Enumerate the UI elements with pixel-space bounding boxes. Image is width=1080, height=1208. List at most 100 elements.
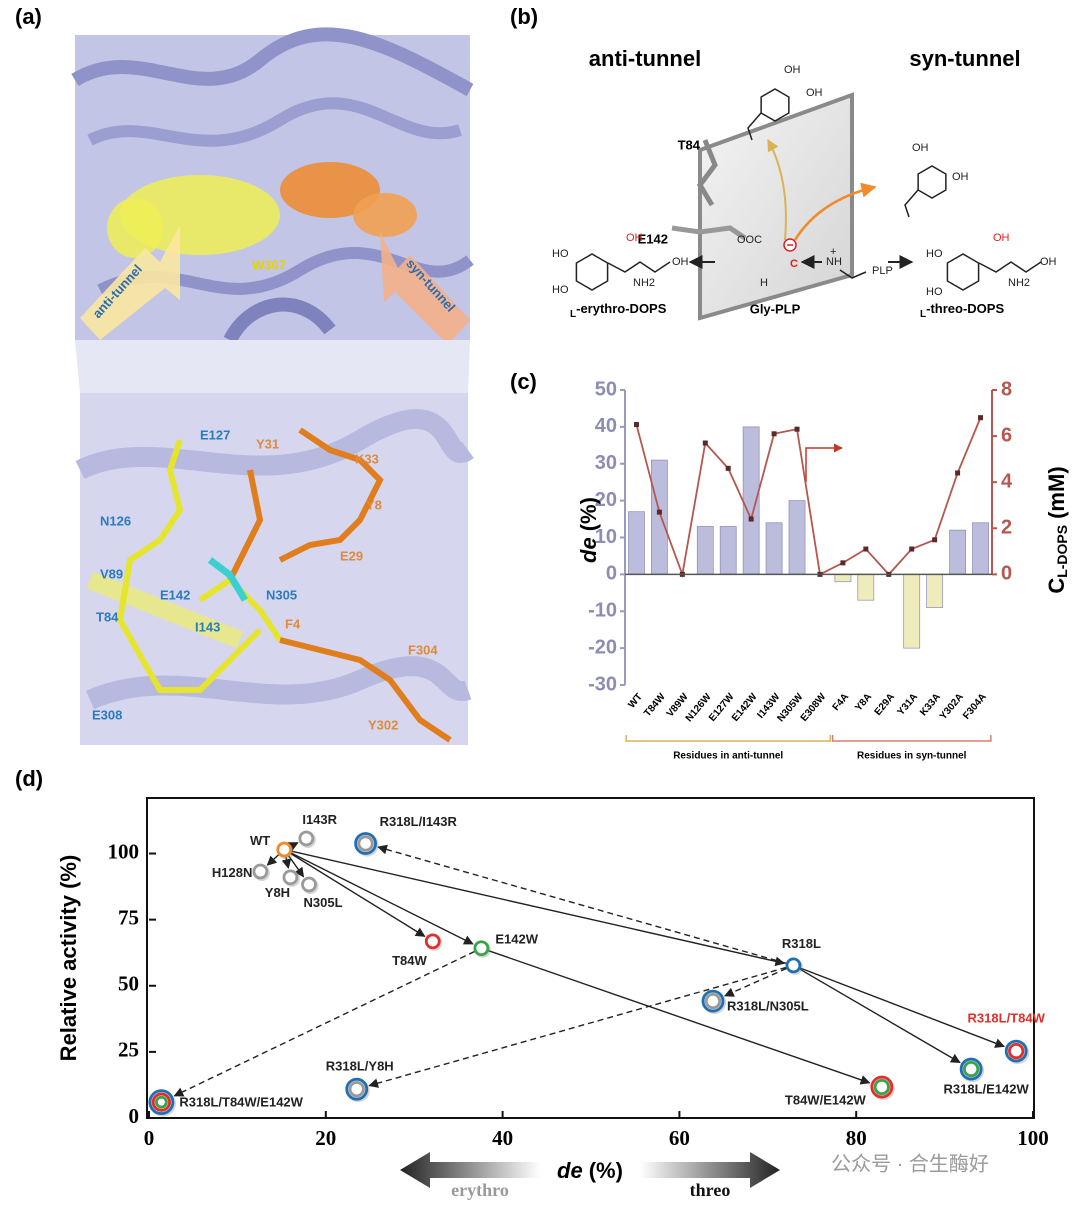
y-axis-unit: (%)	[576, 497, 601, 531]
residue-label: E127	[200, 427, 230, 442]
y-tick-label: 100	[108, 839, 140, 863]
arrow	[290, 852, 426, 937]
point	[959, 1057, 985, 1083]
point-label: R318L/Y8H	[326, 1059, 394, 1074]
residue-label: I143	[195, 619, 220, 634]
point-label: R318L/N305L	[727, 999, 809, 1014]
residue-label: T84	[678, 137, 701, 152]
atom-label: NH2	[1008, 277, 1030, 289]
atom-label: OH	[672, 256, 689, 268]
y-tick-label: -30	[588, 673, 617, 695]
bond	[904, 189, 919, 218]
bar	[788, 500, 806, 575]
ring	[1004, 1039, 1028, 1063]
ring	[345, 1077, 369, 1101]
point	[276, 841, 294, 860]
ring	[276, 841, 293, 858]
atom-label: OH	[912, 142, 929, 154]
y-tick-label: 10	[595, 526, 617, 548]
arrow	[799, 968, 961, 1064]
direction-label: threo	[690, 1180, 731, 1200]
direction-label: erythro	[451, 1180, 509, 1200]
atom-label: HO	[552, 248, 569, 260]
atom-label: OH	[993, 232, 1010, 244]
residue-label: E142	[160, 587, 190, 602]
point	[148, 1089, 176, 1117]
atom-label: HO	[926, 248, 943, 260]
ring	[701, 989, 725, 1013]
residue-label: W307	[252, 257, 286, 272]
y2-tick-label: 4	[1001, 470, 1013, 492]
panel-label: (d)	[15, 766, 43, 791]
x-tick-label: 20	[315, 1126, 336, 1150]
bar	[949, 529, 966, 575]
benzene-ring	[760, 88, 790, 122]
bar-line-chart: -30-20-100102030405002468WTT84WV89WN126W…	[576, 378, 1070, 761]
y-tick-label: 25	[118, 1038, 139, 1062]
y-tick-label: 50	[118, 972, 139, 996]
line-marker	[909, 546, 915, 552]
subscript: L	[920, 309, 926, 320]
x-axis-var: de	[557, 1158, 583, 1183]
arrow	[288, 855, 305, 878]
ring	[348, 1081, 365, 1098]
atom-label: HO	[552, 284, 569, 296]
ring	[354, 832, 377, 855]
point-label: Y8H	[265, 885, 290, 900]
ring	[301, 876, 317, 893]
residue-label: E308	[92, 707, 122, 722]
x-tick-label: E308W	[799, 691, 829, 724]
y-tick-label: 30	[595, 452, 617, 474]
atom-label: NH2	[633, 277, 655, 289]
atom-label: +	[830, 246, 836, 258]
arrow	[266, 854, 280, 866]
ring	[155, 1095, 168, 1109]
plot-frame	[146, 797, 1035, 1119]
bar	[651, 459, 668, 575]
point	[252, 863, 270, 882]
group-label: Residues in anti-tunnel	[673, 751, 783, 762]
atom-label: PLP	[872, 265, 893, 277]
bar	[696, 526, 714, 575]
line-marker	[932, 537, 938, 543]
ring	[963, 1060, 980, 1078]
ring	[357, 835, 374, 852]
y2-axis-sub: L-DOPS	[1054, 525, 1070, 578]
reagent-label: Gly-PLP	[750, 301, 801, 316]
point	[282, 869, 300, 887]
point-label: E142W	[495, 932, 538, 947]
bar	[719, 526, 737, 575]
point	[345, 1077, 370, 1103]
line-marker	[656, 509, 662, 515]
point-label: R318L/I143R	[380, 814, 458, 829]
point	[298, 830, 316, 848]
bar	[834, 574, 852, 583]
group-bracket	[625, 735, 832, 742]
arrow	[723, 967, 787, 997]
line-marker	[725, 465, 731, 471]
atom-label: OH	[1040, 256, 1057, 268]
line-marker	[633, 422, 639, 428]
residue-label: F4	[285, 616, 301, 631]
point-label: R318L	[782, 936, 821, 951]
y-tick-label: 20	[595, 489, 617, 511]
ring	[870, 1075, 894, 1099]
arrow	[488, 950, 871, 1085]
y2-tick-label: 0	[1001, 563, 1012, 585]
bond	[607, 261, 671, 273]
line-marker	[748, 516, 754, 522]
atom-label: HO	[926, 286, 943, 298]
y-tick-label: 75	[118, 905, 139, 929]
x-tick-label: T84W	[642, 691, 668, 719]
arrow	[377, 844, 787, 965]
protein-structure: anti-tunnel W307 syn-tunnel	[71, 27, 474, 393]
x-tick-label: 60	[669, 1126, 690, 1150]
atom-label: NH	[826, 256, 842, 268]
point	[301, 876, 319, 894]
ring	[873, 1078, 890, 1096]
ring	[785, 957, 802, 974]
bar	[926, 574, 944, 608]
line-marker	[771, 431, 777, 437]
y-axis-var: de	[576, 537, 601, 563]
